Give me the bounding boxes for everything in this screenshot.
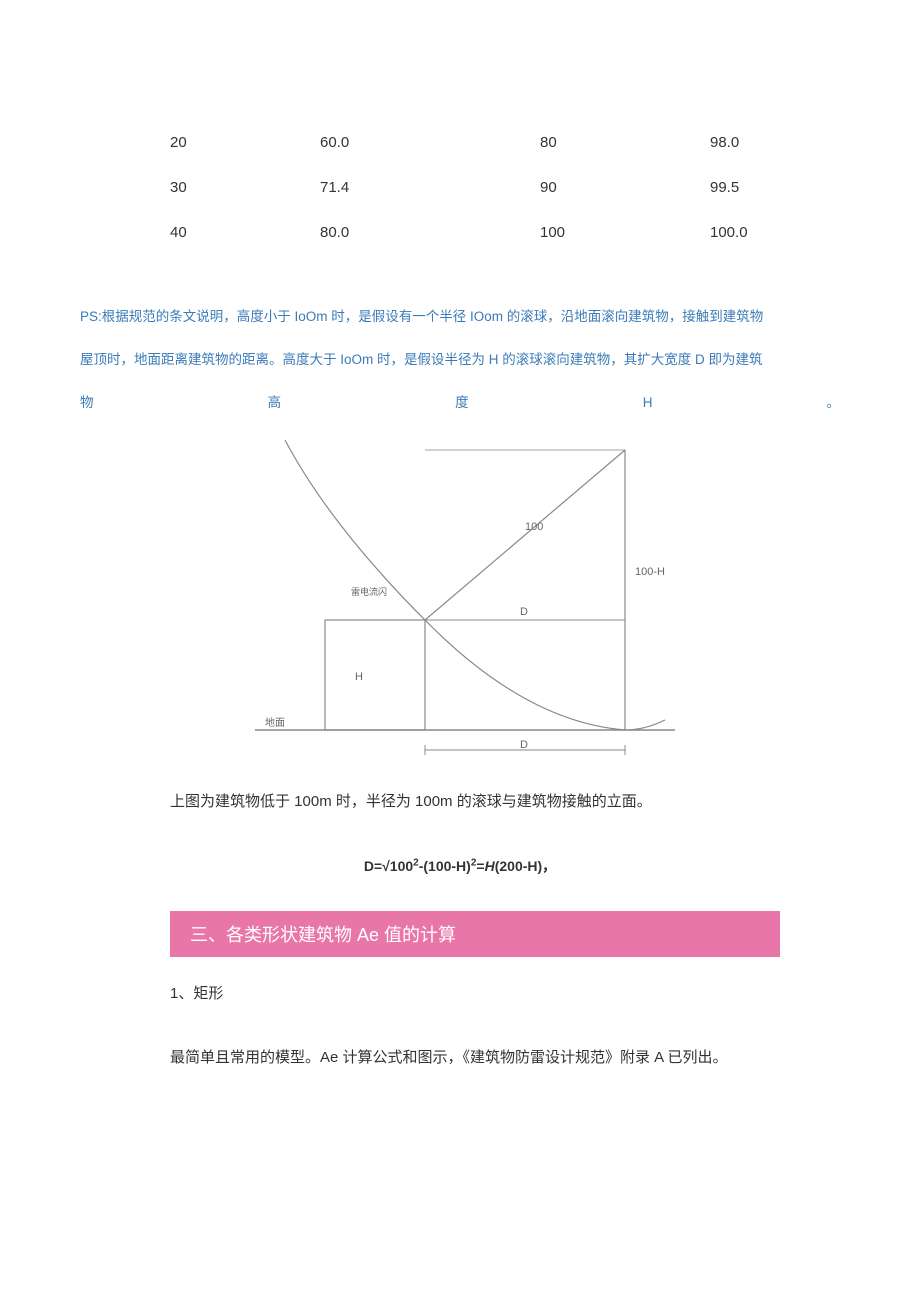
cell: 40 xyxy=(80,224,270,241)
ps-note: PS:根据规范的条文说明，高度小于 IoOm 时，是假设有一个半径 IOom 的… xyxy=(80,295,840,425)
ps-line-1: PS:根据规范的条文说明，高度小于 IoOm 时，是假设有一个半径 IOom 的… xyxy=(80,295,840,338)
ps-word: H xyxy=(643,381,653,424)
cell: 60.0 xyxy=(270,134,460,151)
table-row: 40 80.0 100 100.0 xyxy=(80,210,840,255)
cell: 80 xyxy=(460,134,650,151)
formula-suffix: (200-H)， xyxy=(495,858,556,874)
cell: 20 xyxy=(80,134,270,151)
table-row: 20 60.0 80 98.0 xyxy=(80,120,840,165)
cell: 98.0 xyxy=(650,134,840,151)
data-table: 20 60.0 80 98.0 30 71.4 90 99.5 40 80.0 … xyxy=(80,120,840,255)
ps-word: 度 xyxy=(455,381,469,424)
ps-line-3: 物 高 度 H 。 xyxy=(80,381,840,424)
cell: 90 xyxy=(460,179,650,196)
radius-label: 100 xyxy=(525,521,543,533)
formula-prefix: D=√100 xyxy=(364,858,413,874)
subheading: 1、矩形 xyxy=(80,982,840,1003)
table-row: 30 71.4 90 99.5 xyxy=(80,165,840,210)
cell: 100.0 xyxy=(650,224,840,241)
label-left: 雷电流闪 xyxy=(351,586,387,597)
cell: 71.4 xyxy=(270,179,460,196)
lower-d-label: D xyxy=(520,739,528,751)
formula-eq: = xyxy=(476,858,484,874)
formula-mid: -(100-H) xyxy=(419,858,471,874)
upper-d-label: D xyxy=(520,606,528,618)
diagram-caption: 上图为建筑物低于 100m 时，半径为 100m 的滚球与建筑物接触的立面。 xyxy=(80,790,840,811)
cell: 80.0 xyxy=(270,224,460,241)
ps-word: 高 xyxy=(268,381,282,424)
ps-word: 。 xyxy=(827,381,841,424)
formula: D=√1002-(100-H)2=H(200-H)， xyxy=(80,856,840,876)
height-right-label: 100-H xyxy=(635,566,665,578)
h-label: H xyxy=(355,671,363,683)
section-header: 三、各类形状建筑物 Ae 值的计算 xyxy=(170,911,780,957)
ps-line-2: 屋顶时，地面距离建筑物的距离。高度大于 IoOm 时，是假设半径为 H 的滚球滚… xyxy=(80,338,840,381)
cell: 30 xyxy=(80,179,270,196)
rolling-sphere-diagram: 地面 100 100-H 雷电流闪 xyxy=(235,430,685,765)
ps-word: 物 xyxy=(80,381,94,424)
cell: 100 xyxy=(460,224,650,241)
body-text: 最简单且常用的模型。Ae 计算公式和图示，《建筑物防雷设计规范》附录 A 已列出… xyxy=(80,1043,840,1073)
cell: 99.5 xyxy=(650,179,840,196)
formula-italic-h: H xyxy=(485,858,495,874)
ground-label: 地面 xyxy=(265,716,285,729)
